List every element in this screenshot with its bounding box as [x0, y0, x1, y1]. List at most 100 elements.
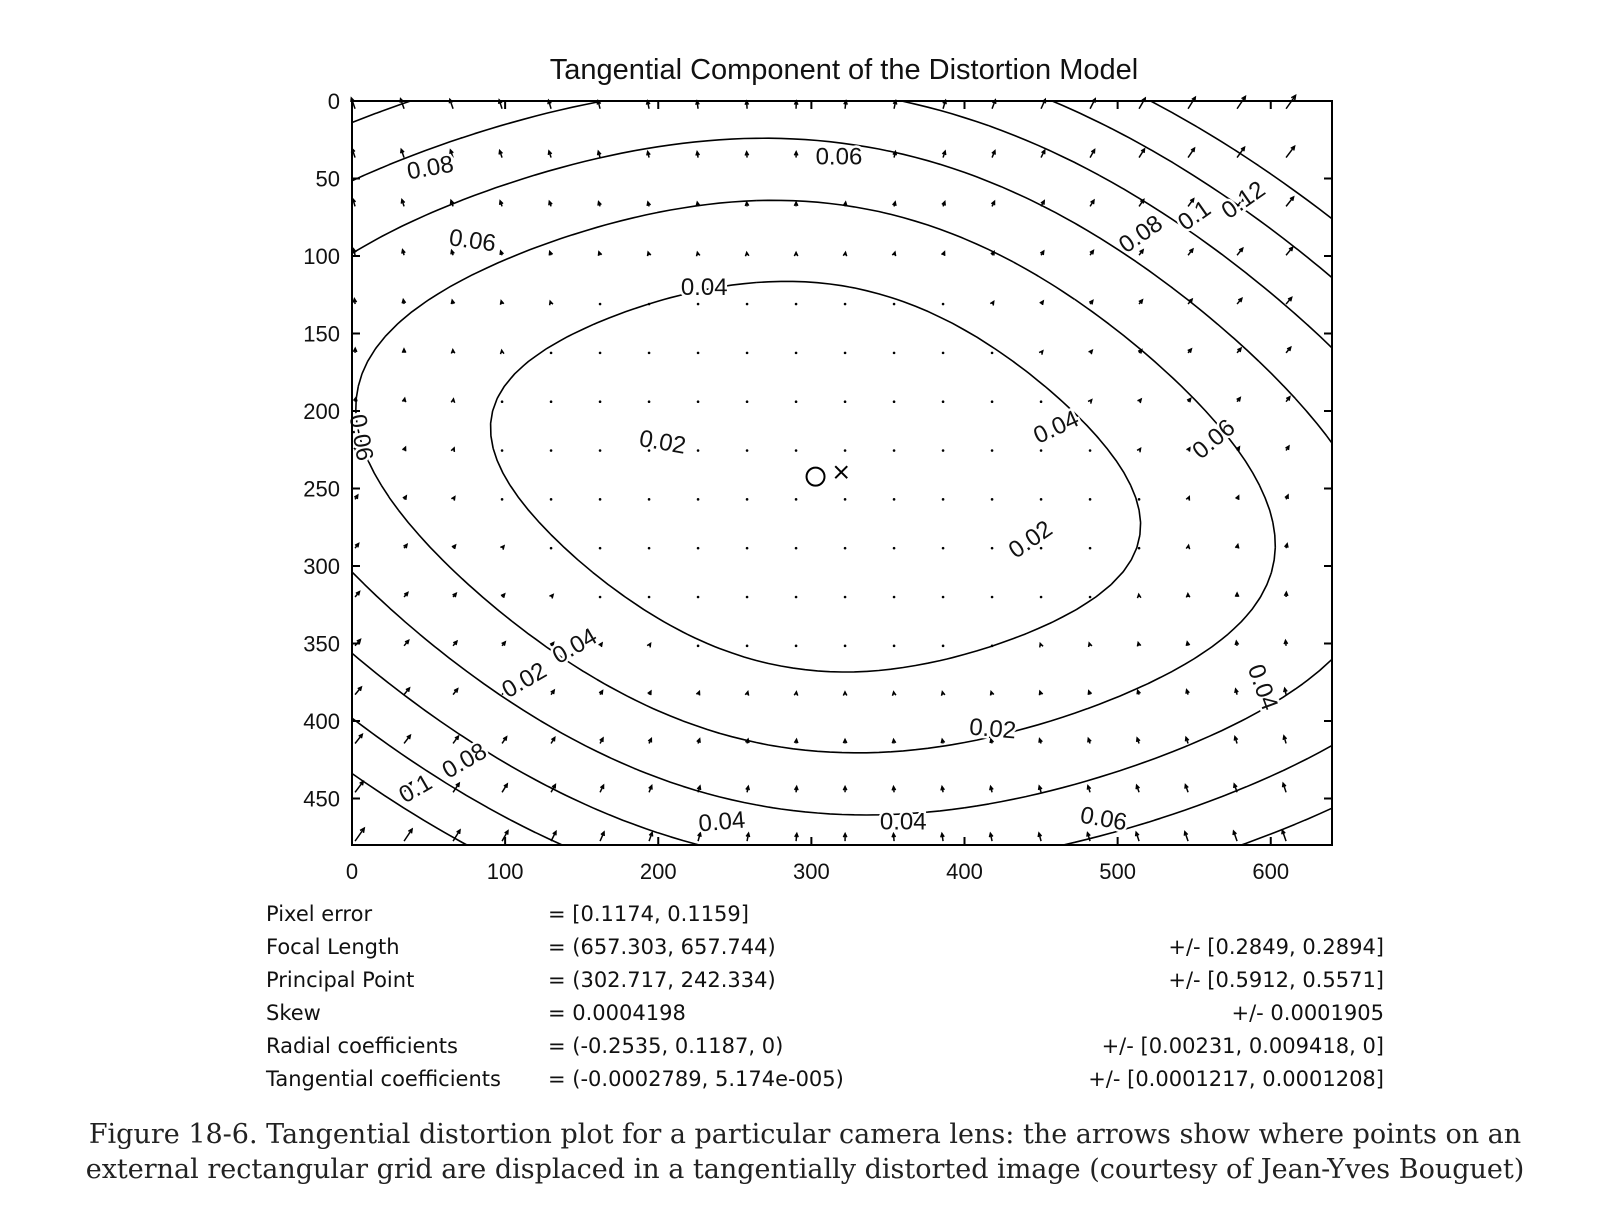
contour-label: 0.1	[1173, 195, 1216, 236]
distortion-arrow	[941, 351, 945, 355]
distortion-arrow	[1089, 198, 1095, 207]
distortion-arrow	[843, 351, 847, 355]
distortion-arrow	[598, 689, 604, 696]
contour-line	[489, 280, 1142, 673]
arrow-head	[401, 396, 407, 403]
distortion-arrow	[1137, 397, 1143, 404]
arrow-head	[502, 735, 508, 741]
distortion-arrow	[550, 829, 557, 842]
distortion-arrow	[892, 149, 898, 158]
distortion-arrow	[549, 351, 553, 355]
distortion-arrow	[1134, 830, 1140, 842]
distortion-arrow	[1235, 494, 1240, 500]
parameter-name: Tangential coefficients	[266, 1067, 501, 1091]
distortion-arrow	[1040, 148, 1046, 158]
arrow-head	[598, 689, 604, 695]
arrow-head	[793, 784, 799, 791]
distortion-arrow	[940, 737, 946, 744]
distortion-arrow	[940, 250, 946, 256]
distortion-arrow	[550, 688, 556, 696]
arrow-head	[1186, 446, 1191, 452]
arrow-shaft	[1285, 145, 1296, 159]
distortion-arrow	[646, 200, 652, 207]
arrow-head	[1038, 349, 1044, 355]
distortion-arrow	[1088, 348, 1094, 355]
distortion-arrow	[696, 400, 700, 404]
distortion-arrow	[647, 351, 651, 355]
chart-title: Tangential Component of the Distortion M…	[550, 54, 1138, 86]
distortion-arrow	[500, 449, 504, 452]
distortion-arrow	[549, 400, 553, 404]
distortion-arrow	[645, 99, 651, 109]
arrow-head	[1088, 299, 1094, 305]
distortion-arrow	[1039, 449, 1043, 452]
arrow-head	[1185, 640, 1191, 646]
distortion-arrow	[1088, 449, 1092, 452]
arrow-head	[359, 779, 365, 786]
distortion-arrow	[597, 200, 602, 207]
distortion-arrow	[599, 830, 605, 842]
distortion-arrow	[793, 150, 799, 158]
distortion-arrow	[1087, 398, 1093, 404]
distortion-arrow	[1234, 591, 1240, 598]
distortion-arrow	[1040, 199, 1046, 207]
image-center-marker	[834, 465, 848, 479]
distortion-arrow	[1136, 592, 1142, 599]
distortion-arrow	[695, 250, 701, 257]
arrow-head	[1184, 783, 1189, 789]
arrow-head	[1186, 397, 1192, 403]
parameter-value: = (657.303, 657.744)	[548, 935, 776, 959]
contour-label: 0.06	[344, 412, 379, 463]
distortion-arrow	[403, 686, 411, 696]
distortion-arrow	[990, 351, 994, 355]
arrow-head	[1282, 734, 1288, 741]
arrow-head	[1041, 148, 1046, 155]
distortion-arrow	[401, 347, 407, 353]
arrow-head	[550, 736, 556, 742]
arrow-head	[647, 736, 653, 743]
distortion-arrow	[403, 733, 412, 744]
arrow-head	[401, 297, 407, 304]
arrow-head	[501, 640, 507, 646]
distortion-arrow	[1089, 249, 1095, 256]
axis-ticks: 0 100 200 300 400 500 600 0 50 100 150 200 250 300 350…	[303, 89, 1332, 884]
arrow-shaft	[354, 733, 363, 744]
distortion-arrow	[500, 498, 504, 501]
distortion-arrow	[1038, 349, 1044, 355]
arrow-head	[550, 688, 556, 695]
arrow-head	[793, 737, 799, 744]
distortion-arrow	[647, 736, 653, 744]
contour-line	[351, 100, 1333, 846]
distortion-arrow	[1187, 146, 1196, 158]
distortion-arrow	[547, 149, 553, 158]
arrow-head	[450, 446, 456, 453]
arrow-head	[1187, 347, 1193, 353]
distortion-arrow	[991, 149, 996, 158]
contour-label: 0.02	[1004, 515, 1058, 564]
distortion-arrow	[598, 400, 602, 404]
parameter-uncertainty: +/- [0.0001217, 0.0001208]	[1088, 1067, 1384, 1091]
arrow-head	[744, 250, 750, 257]
distortion-arrow	[940, 690, 946, 696]
arrow-head	[1237, 346, 1243, 353]
arrow-head	[744, 150, 750, 156]
arrow-head	[1234, 687, 1239, 694]
distortion-arrow	[1283, 638, 1289, 646]
distortion-arrow	[400, 147, 405, 158]
parameter-name: Pixel error	[266, 902, 373, 926]
arrow-head	[548, 199, 553, 206]
arrow-head	[453, 687, 459, 693]
distortion-arrow	[498, 199, 504, 207]
arrow-head	[1134, 830, 1140, 837]
distortion-arrow	[1136, 446, 1142, 453]
arrow-head	[1184, 735, 1190, 742]
distortion-arrow	[892, 498, 896, 501]
distortion-arrow	[452, 639, 459, 647]
arrow-head	[355, 590, 361, 596]
arrow-shaft	[1187, 147, 1196, 158]
arrow-shaft	[452, 782, 460, 793]
distortion-arrow	[794, 400, 798, 404]
distortion-arrow	[793, 99, 799, 109]
distortion-arrow	[647, 595, 651, 599]
distortion-arrow	[744, 99, 750, 109]
